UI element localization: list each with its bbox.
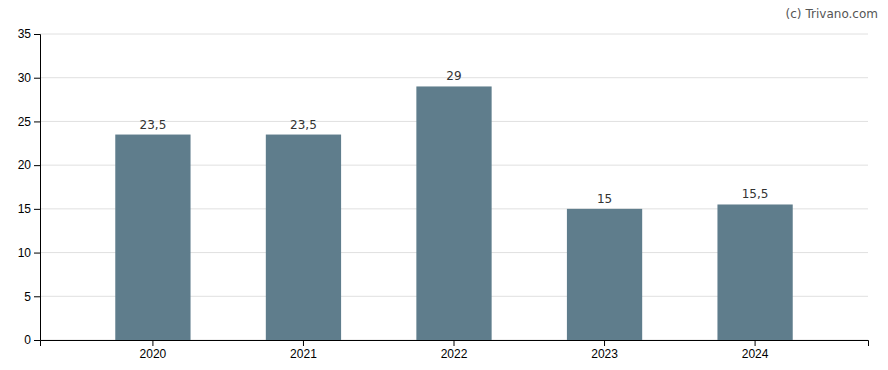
y-tick-mark — [34, 209, 40, 210]
x-axis-line — [41, 341, 869, 347]
y-tick: 25 — [18, 115, 40, 129]
x-tick-mark — [454, 340, 455, 346]
x-tick: 2024 — [742, 340, 769, 361]
x-tick-mark — [152, 340, 153, 346]
bar — [717, 204, 792, 340]
data-label: 23,5 — [140, 118, 167, 132]
y-tick-mark — [34, 253, 40, 254]
data-label: 15,5 — [742, 187, 769, 201]
y-tick: 10 — [18, 246, 40, 260]
bar — [416, 86, 491, 340]
y-tick: 30 — [18, 71, 40, 85]
x-tick-label: 2020 — [140, 347, 167, 361]
x-tick: 2022 — [441, 340, 468, 361]
y-tick-mark — [34, 296, 40, 297]
y-tick-mark — [34, 121, 40, 122]
data-label: 23,5 — [290, 118, 317, 132]
x-tick-label: 2021 — [290, 347, 317, 361]
bar — [115, 135, 190, 340]
y-tick: 20 — [18, 158, 40, 172]
annotation: (c) — [786, 7, 802, 21]
x-tick: 2023 — [591, 340, 618, 361]
data-labels: 23,5 23,5 29 15 15,5 — [140, 69, 769, 205]
watermark: (c)Trivano.com — [786, 7, 878, 21]
x-axis: 2020 2021 2022 2023 2024 — [41, 340, 869, 361]
y-tick-label: 20 — [18, 158, 32, 172]
y-tick-label: 5 — [24, 290, 31, 304]
x-tick-label: 2024 — [742, 347, 769, 361]
x-tick-mark — [303, 340, 304, 346]
y-tick-label: 10 — [18, 246, 32, 260]
y-tick-mark — [34, 340, 40, 341]
data-label: 15 — [597, 192, 612, 206]
x-tick: 2020 — [140, 340, 167, 361]
annotation: Trivano.com — [805, 7, 878, 21]
y-tick: 15 — [18, 202, 40, 216]
y-axis-line — [34, 35, 41, 341]
bar — [266, 135, 341, 340]
bar — [567, 209, 642, 340]
y-tick: 35 — [18, 27, 40, 41]
y-tick: 0 — [24, 333, 40, 347]
data-label: 29 — [446, 69, 461, 83]
y-tick-label: 0 — [24, 333, 31, 347]
chart-svg: 23,5 23,5 29 15 15,5 2020 2021 2022 2023 2024 0 5 10… — [0, 0, 888, 370]
x-tick-mark — [755, 340, 756, 346]
y-tick: 5 — [24, 290, 40, 304]
grid-line — [40, 34, 868, 35]
bars — [115, 86, 792, 340]
plot-area: 23,5 23,5 29 15 15,5 2020 2021 2022 2023 2024 0 5 10… — [18, 27, 869, 360]
y-tick-mark — [34, 78, 40, 79]
y-tick-label: 15 — [18, 202, 32, 216]
y-tick-label: 25 — [18, 115, 32, 129]
y-tick-label: 35 — [18, 27, 32, 41]
y-axis: 0 5 10 15 20 25 30 35 — [18, 27, 41, 347]
x-tick: 2021 — [290, 340, 317, 361]
y-tick-mark — [34, 165, 40, 166]
x-tick-label: 2022 — [441, 347, 468, 361]
y-tick-label: 30 — [18, 71, 32, 85]
grid — [40, 34, 868, 340]
x-tick-mark — [604, 340, 605, 346]
y-tick-mark — [34, 34, 40, 35]
x-tick-label: 2023 — [591, 347, 618, 361]
